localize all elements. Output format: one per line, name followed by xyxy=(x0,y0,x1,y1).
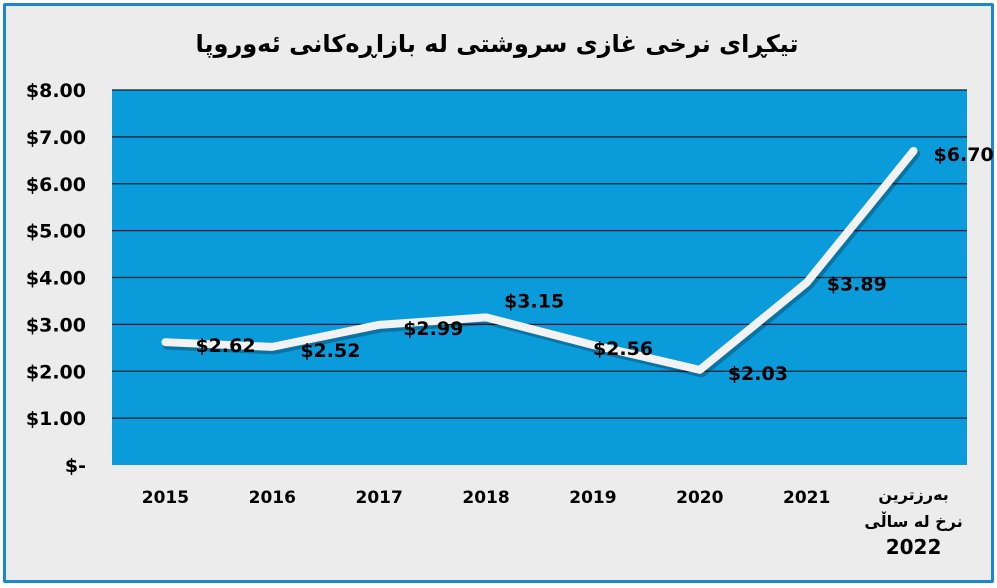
x-axis-ticks: 2015 2016 2017 2018 2019 2020 2021 بەرزترین نرخ … xyxy=(142,485,963,559)
y-tick-label: $1.00 xyxy=(26,408,86,430)
data-point xyxy=(699,369,701,371)
series-line-group xyxy=(161,146,921,378)
x-tick-label-line: 2022 xyxy=(886,535,942,559)
data-point xyxy=(271,346,273,348)
data-label: $2.99 xyxy=(403,318,463,340)
y-tick-label: $6.00 xyxy=(26,174,86,196)
y-axis-ticks: $- $1.00 $2.00 $3.00 $4.00 $5.00 $6.00 $7.00 $8.… xyxy=(26,80,86,477)
data-label: $3.89 xyxy=(827,274,887,296)
data-point xyxy=(806,282,808,284)
data-label: $3.15 xyxy=(504,290,564,312)
x-tick-label: 2017 xyxy=(356,488,403,508)
y-tick-label: $3.00 xyxy=(26,314,86,336)
y-tick-label: $- xyxy=(65,455,86,477)
x-tick-label: 2016 xyxy=(249,488,296,508)
data-labels: $2.62 $2.52 $2.99 $3.15 $2.56 $2.03 $3.89 $6.70 xyxy=(195,144,993,385)
series-line xyxy=(161,146,918,374)
x-tick-label-line: بەرزترین xyxy=(878,485,949,504)
y-tick-label: $7.00 xyxy=(26,127,86,149)
chart-title: تیکڕای نرخی غازی سروشتی لە بازاڕەکانی ئە… xyxy=(196,30,799,58)
x-tick-label: 2015 xyxy=(142,488,189,508)
gridlines xyxy=(112,89,967,419)
y-tick-label: $2.00 xyxy=(26,361,86,383)
x-tick-label: 2018 xyxy=(462,488,509,508)
data-point xyxy=(485,316,487,318)
y-tick-label: $4.00 xyxy=(26,268,86,290)
data-label: $2.62 xyxy=(195,335,255,357)
data-point xyxy=(164,341,166,343)
x-tick-label: بەرزترین نرخ لە ساڵی 2022 xyxy=(864,485,962,559)
data-label: $2.52 xyxy=(300,340,360,362)
data-label: $6.70 xyxy=(934,144,994,166)
data-label: $2.56 xyxy=(593,338,653,360)
x-tick-label: 2019 xyxy=(569,488,616,508)
data-label: $2.03 xyxy=(728,363,788,385)
x-tick-label: 2020 xyxy=(676,488,723,508)
data-point xyxy=(592,344,594,346)
y-tick-label: $8.00 xyxy=(26,80,86,102)
data-point xyxy=(378,324,380,326)
x-tick-label: 2021 xyxy=(783,488,830,508)
data-point xyxy=(913,150,915,152)
y-tick-label: $5.00 xyxy=(26,221,86,243)
x-tick-label-line: نرخ لە ساڵی xyxy=(864,511,962,531)
